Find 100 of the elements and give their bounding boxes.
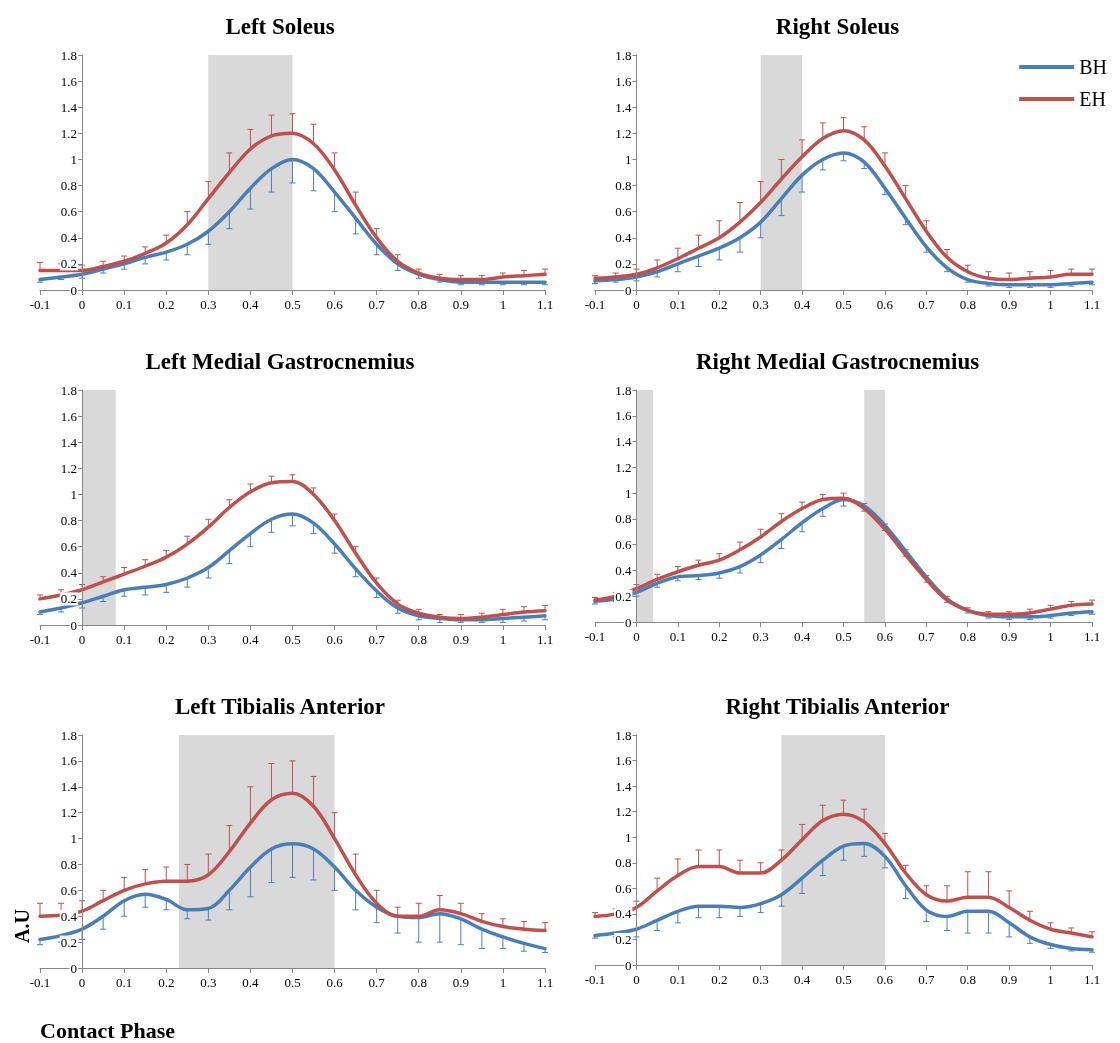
chart-title: Right Medial Gastrocnemius [695,349,980,374]
y-tick-label: 1.8 [60,47,78,63]
y-tick-label: 0.8 [60,513,78,529]
x-tick-label: 0.5 [835,297,852,312]
y-tick-label: 1.8 [60,727,78,743]
x-tick-label: 0.1 [669,629,686,644]
y-tick-label: 1 [70,831,78,847]
x-axis-title: Contact Phase [40,1017,176,1043]
y-tick-label: 1.6 [60,753,78,769]
x-tick-label: 0.8 [410,632,427,647]
y-tick-label: 1.2 [615,125,632,141]
x-tick-label: 0.9 [452,632,469,647]
chart-title: Left Medial Gastrocnemius [145,349,415,374]
x-tick-label: 1 [1047,629,1054,644]
y-tick-label: 0.8 [60,178,78,194]
y-tick-label: 0.4 [60,908,78,924]
x-tick-label: 0.5 [835,972,852,987]
x-tick-label: -0.1 [584,972,606,987]
x-tick-label: 0.8 [410,975,427,990]
y-tick-label: 0.8 [615,511,632,527]
x-tick-label: 0.9 [1001,972,1018,987]
y-tick-label: 1 [624,829,632,845]
x-tick-label: 0.2 [158,632,175,647]
y-tick-label: 1.4 [615,99,632,115]
x-tick-label: 0.3 [752,972,769,987]
y-tick-label: 1 [624,485,632,501]
chart-title: Right Tibialis Anterior [725,694,950,719]
y-tick-label: 1.2 [60,460,78,476]
y-axis-title: A.U [11,909,33,944]
x-tick-label: 1.1 [1083,297,1101,312]
y-tick-label: 1 [70,486,78,502]
x-tick-label: 0.2 [711,972,728,987]
x-tick-label: 0.4 [242,632,260,647]
legend-label: EH [1079,88,1106,110]
y-tick-label: 0.8 [60,856,78,872]
x-tick-label: 0.4 [793,629,811,644]
x-tick-label: 0.3 [752,629,769,644]
y-tick-label: 1.2 [615,804,632,820]
y-tick-label: 0.4 [615,906,632,922]
x-tick-label: 0.7 [918,297,935,312]
x-tick-label: 0.9 [1001,629,1018,644]
x-tick-label: 0.2 [711,629,728,644]
x-tick-label: 0.3 [200,975,217,990]
x-tick-label: 1 [1047,972,1054,987]
x-tick-label: 0.6 [876,972,894,987]
x-tick-label: 0.1 [116,632,133,647]
y-tick-label: 1.4 [60,434,78,450]
x-tick-label: 0.6 [876,629,894,644]
y-tick-label: 1.8 [615,47,632,63]
y-tick-label: 1.8 [615,382,632,398]
chart-title: Left Soleus [225,14,335,39]
x-tick-label: 1.1 [536,975,554,990]
x-tick-label: 0.3 [752,297,769,312]
y-tick-label: 0.2 [60,256,78,272]
y-tick-label: 0.6 [615,537,632,553]
x-tick-label: 0.9 [452,297,469,312]
y-tick-label: 0 [624,957,632,973]
x-tick-label: 1.1 [1083,972,1101,987]
y-tick-label: 1.6 [615,408,632,424]
y-tick-label: 0.8 [615,855,632,871]
y-tick-label: 0.8 [615,178,632,194]
x-tick-label: 0.2 [158,297,175,312]
x-tick-label: 1.1 [1083,629,1101,644]
y-tick-label: 0.4 [60,230,78,246]
y-tick-label: 1.6 [615,73,632,89]
y-tick-label: 0.6 [60,882,78,898]
x-tick-label: 0.8 [959,629,976,644]
x-tick-label: 1.1 [536,632,554,647]
y-tick-label: 1 [624,151,632,167]
x-tick-label: -0.1 [29,975,51,990]
x-tick-label: 0.1 [669,972,686,987]
y-tick-label: 1.6 [615,753,632,769]
y-tick-label: 1.4 [615,778,632,794]
y-tick-label: 1.6 [60,408,78,424]
y-tick-label: 0.6 [615,204,632,220]
x-tick-label: 1 [499,632,507,647]
x-tick-label: 0.2 [711,297,728,312]
x-tick-label: 1 [499,975,507,990]
y-tick-label: 0 [70,960,78,976]
x-tick-label: 0.1 [116,975,133,990]
x-tick-label: 0.6 [326,975,344,990]
y-tick-label: 1.6 [60,73,78,89]
legend-label: BH [1079,56,1108,78]
x-tick-label: 0.5 [835,629,852,644]
y-tick-label: 0.2 [60,934,78,950]
x-tick-label: 1 [499,297,507,312]
x-tick-label: 0.1 [116,297,133,312]
x-tick-label: 0.6 [876,297,894,312]
x-tick-label: 0.8 [959,297,976,312]
x-tick-label: 0.7 [368,632,386,647]
x-tick-label: 0.9 [1001,297,1018,312]
y-tick-label: 1.4 [60,99,78,115]
x-tick-label: 1.1 [536,297,554,312]
x-tick-label: 0.4 [793,972,811,987]
x-tick-label: 0.8 [410,297,427,312]
x-tick-label: 0.4 [242,297,260,312]
x-tick-label: -0.1 [584,629,606,644]
chart-title: Left Tibialis Anterior [175,694,385,719]
x-tick-label: 0.9 [452,975,469,990]
y-tick-label: 1.4 [615,434,632,450]
